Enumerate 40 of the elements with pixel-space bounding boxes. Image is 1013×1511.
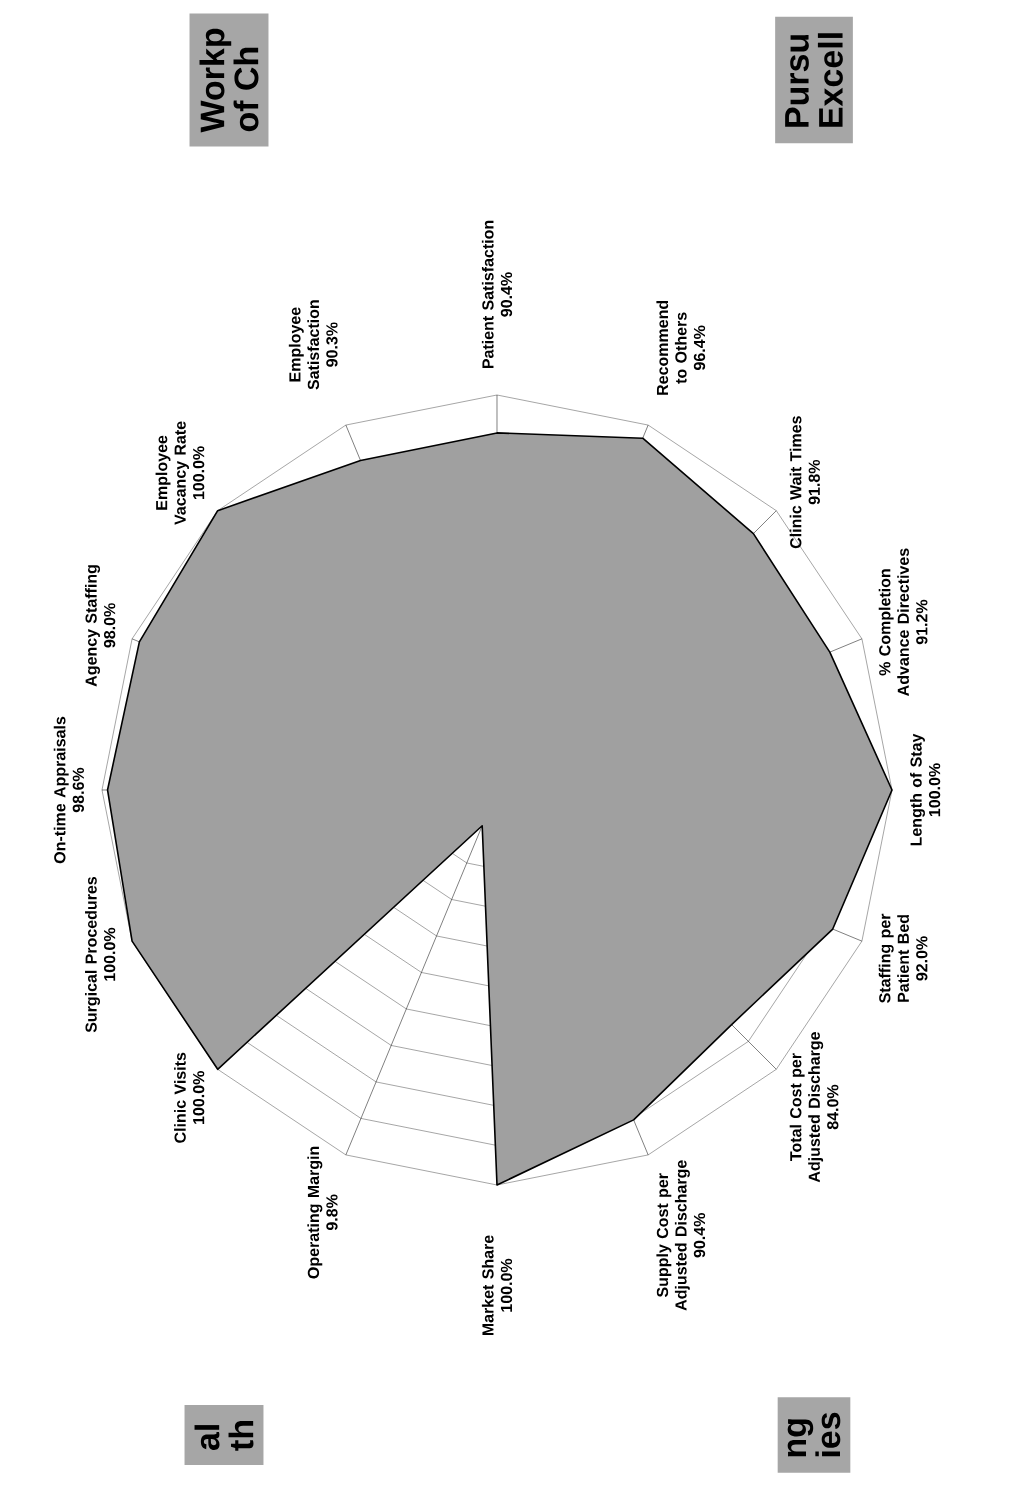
text: 98.0% [103,603,116,648]
text: 90.3% [326,322,338,367]
spoke-label: Clinic Visits [174,1052,186,1143]
text: 90.4% [500,272,513,317]
spoke-label: On-time Appraisals [53,716,69,864]
text: al [194,1425,220,1451]
text: 92.0% [916,936,928,981]
text: of Ch [233,47,259,132]
text: 100.0% [192,446,205,500]
spoke-label: Staffing per Patient Bed [878,913,909,1003]
spoke-label: Surgical Procedures [85,876,101,1033]
text: 96.4% [693,325,706,370]
text: 98.6% [72,767,84,813]
spoke-label: Recommend to Others [656,300,687,395]
text: Workp [199,28,232,133]
spoke-label: Supply Cost per Adjusted Discharge [656,1160,690,1311]
text: ies [815,1412,841,1457]
text: 84.0% [827,1084,839,1130]
spoke-label: Employee Satisfaction [288,300,320,390]
spoke-label: Clinic Wait Times [789,416,802,549]
text: 9.8% [326,1194,338,1231]
text: Pursu [785,35,809,127]
text: 100.0% [192,1071,205,1124]
spoke-label: Employee Vacancy Rate [155,421,189,525]
text: ng [787,1419,814,1457]
text: 100.0% [103,927,116,981]
text: 91.8% [808,459,820,505]
text: 100.0% [500,1258,513,1312]
spoke-label: Agency Staffing [85,565,101,687]
text: 100.0% [928,763,941,817]
spoke-label: Patient Satisfaction [481,220,494,369]
spoke-label: Length of Stay [910,733,925,846]
spoke-label: % Completion Advance Directives [878,548,909,696]
text: 90.4% [693,1213,706,1258]
spoke-label: Total Cost per Adjusted Discharge [789,1032,824,1183]
text: th [228,1421,254,1451]
spoke-label: Operating Margin [307,1146,323,1279]
text: 91.2% [916,599,928,645]
spoke-label: Market Share [481,1235,494,1336]
text: Excell [817,33,843,127]
